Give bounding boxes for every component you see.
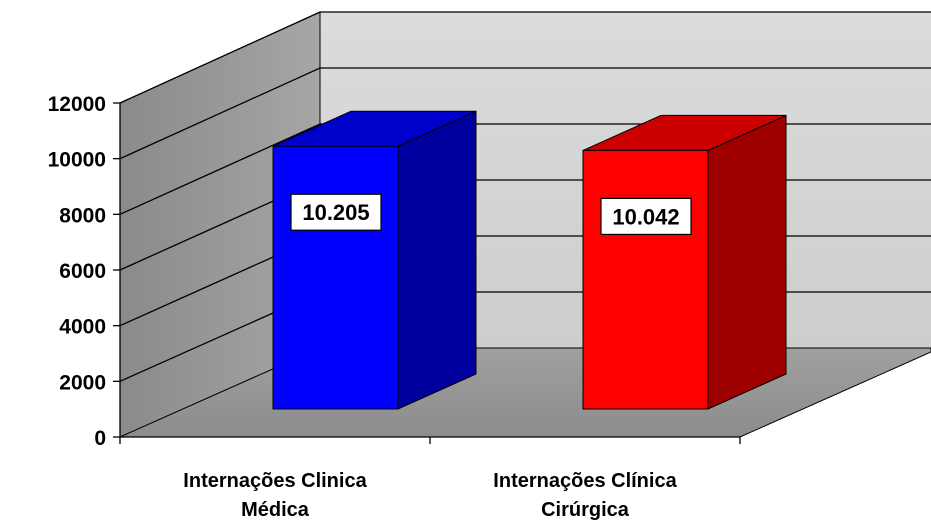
category-label-line: Internações Clinica: [183, 470, 367, 492]
bar-front: [582, 149, 709, 410]
data-label: 10.042: [612, 204, 679, 229]
y-axis: 0 2000 4000 6000 8000 10000 12000: [48, 93, 741, 450]
y-tick-label: 2000: [59, 371, 106, 394]
data-label-box: [600, 197, 692, 236]
bar-side: [397, 110, 477, 410]
category-label-line: Cirúrgica: [541, 499, 630, 521]
y-tick-label: 12000: [48, 93, 106, 116]
labels: Internações Clinica Médica Internações Clí…: [183, 470, 677, 521]
bar: 10.205: [272, 110, 477, 410]
y-tick-label: 4000: [59, 316, 106, 339]
y-tick-label: 10000: [48, 149, 106, 172]
bar-front: [272, 145, 399, 410]
y-tick-label: 6000: [59, 260, 106, 283]
bar: 10.042: [582, 114, 787, 410]
gridline: [119, 11, 931, 104]
data-label: 10.205: [302, 200, 369, 225]
category-label-line: Médica: [241, 499, 310, 521]
gridline: [119, 67, 931, 160]
bar-side: [707, 114, 787, 410]
category-label: Internações Clinica Médica: [183, 470, 367, 521]
data-label-box: [290, 193, 382, 231]
bars: 10.205 10.042: [272, 110, 787, 410]
category-label: Internações Clínica Cirúrgica: [493, 470, 677, 521]
y-tick-label: 0: [94, 427, 106, 450]
y-tick-label: 8000: [59, 204, 106, 227]
category-label-line: Internações Clínica: [493, 470, 677, 492]
